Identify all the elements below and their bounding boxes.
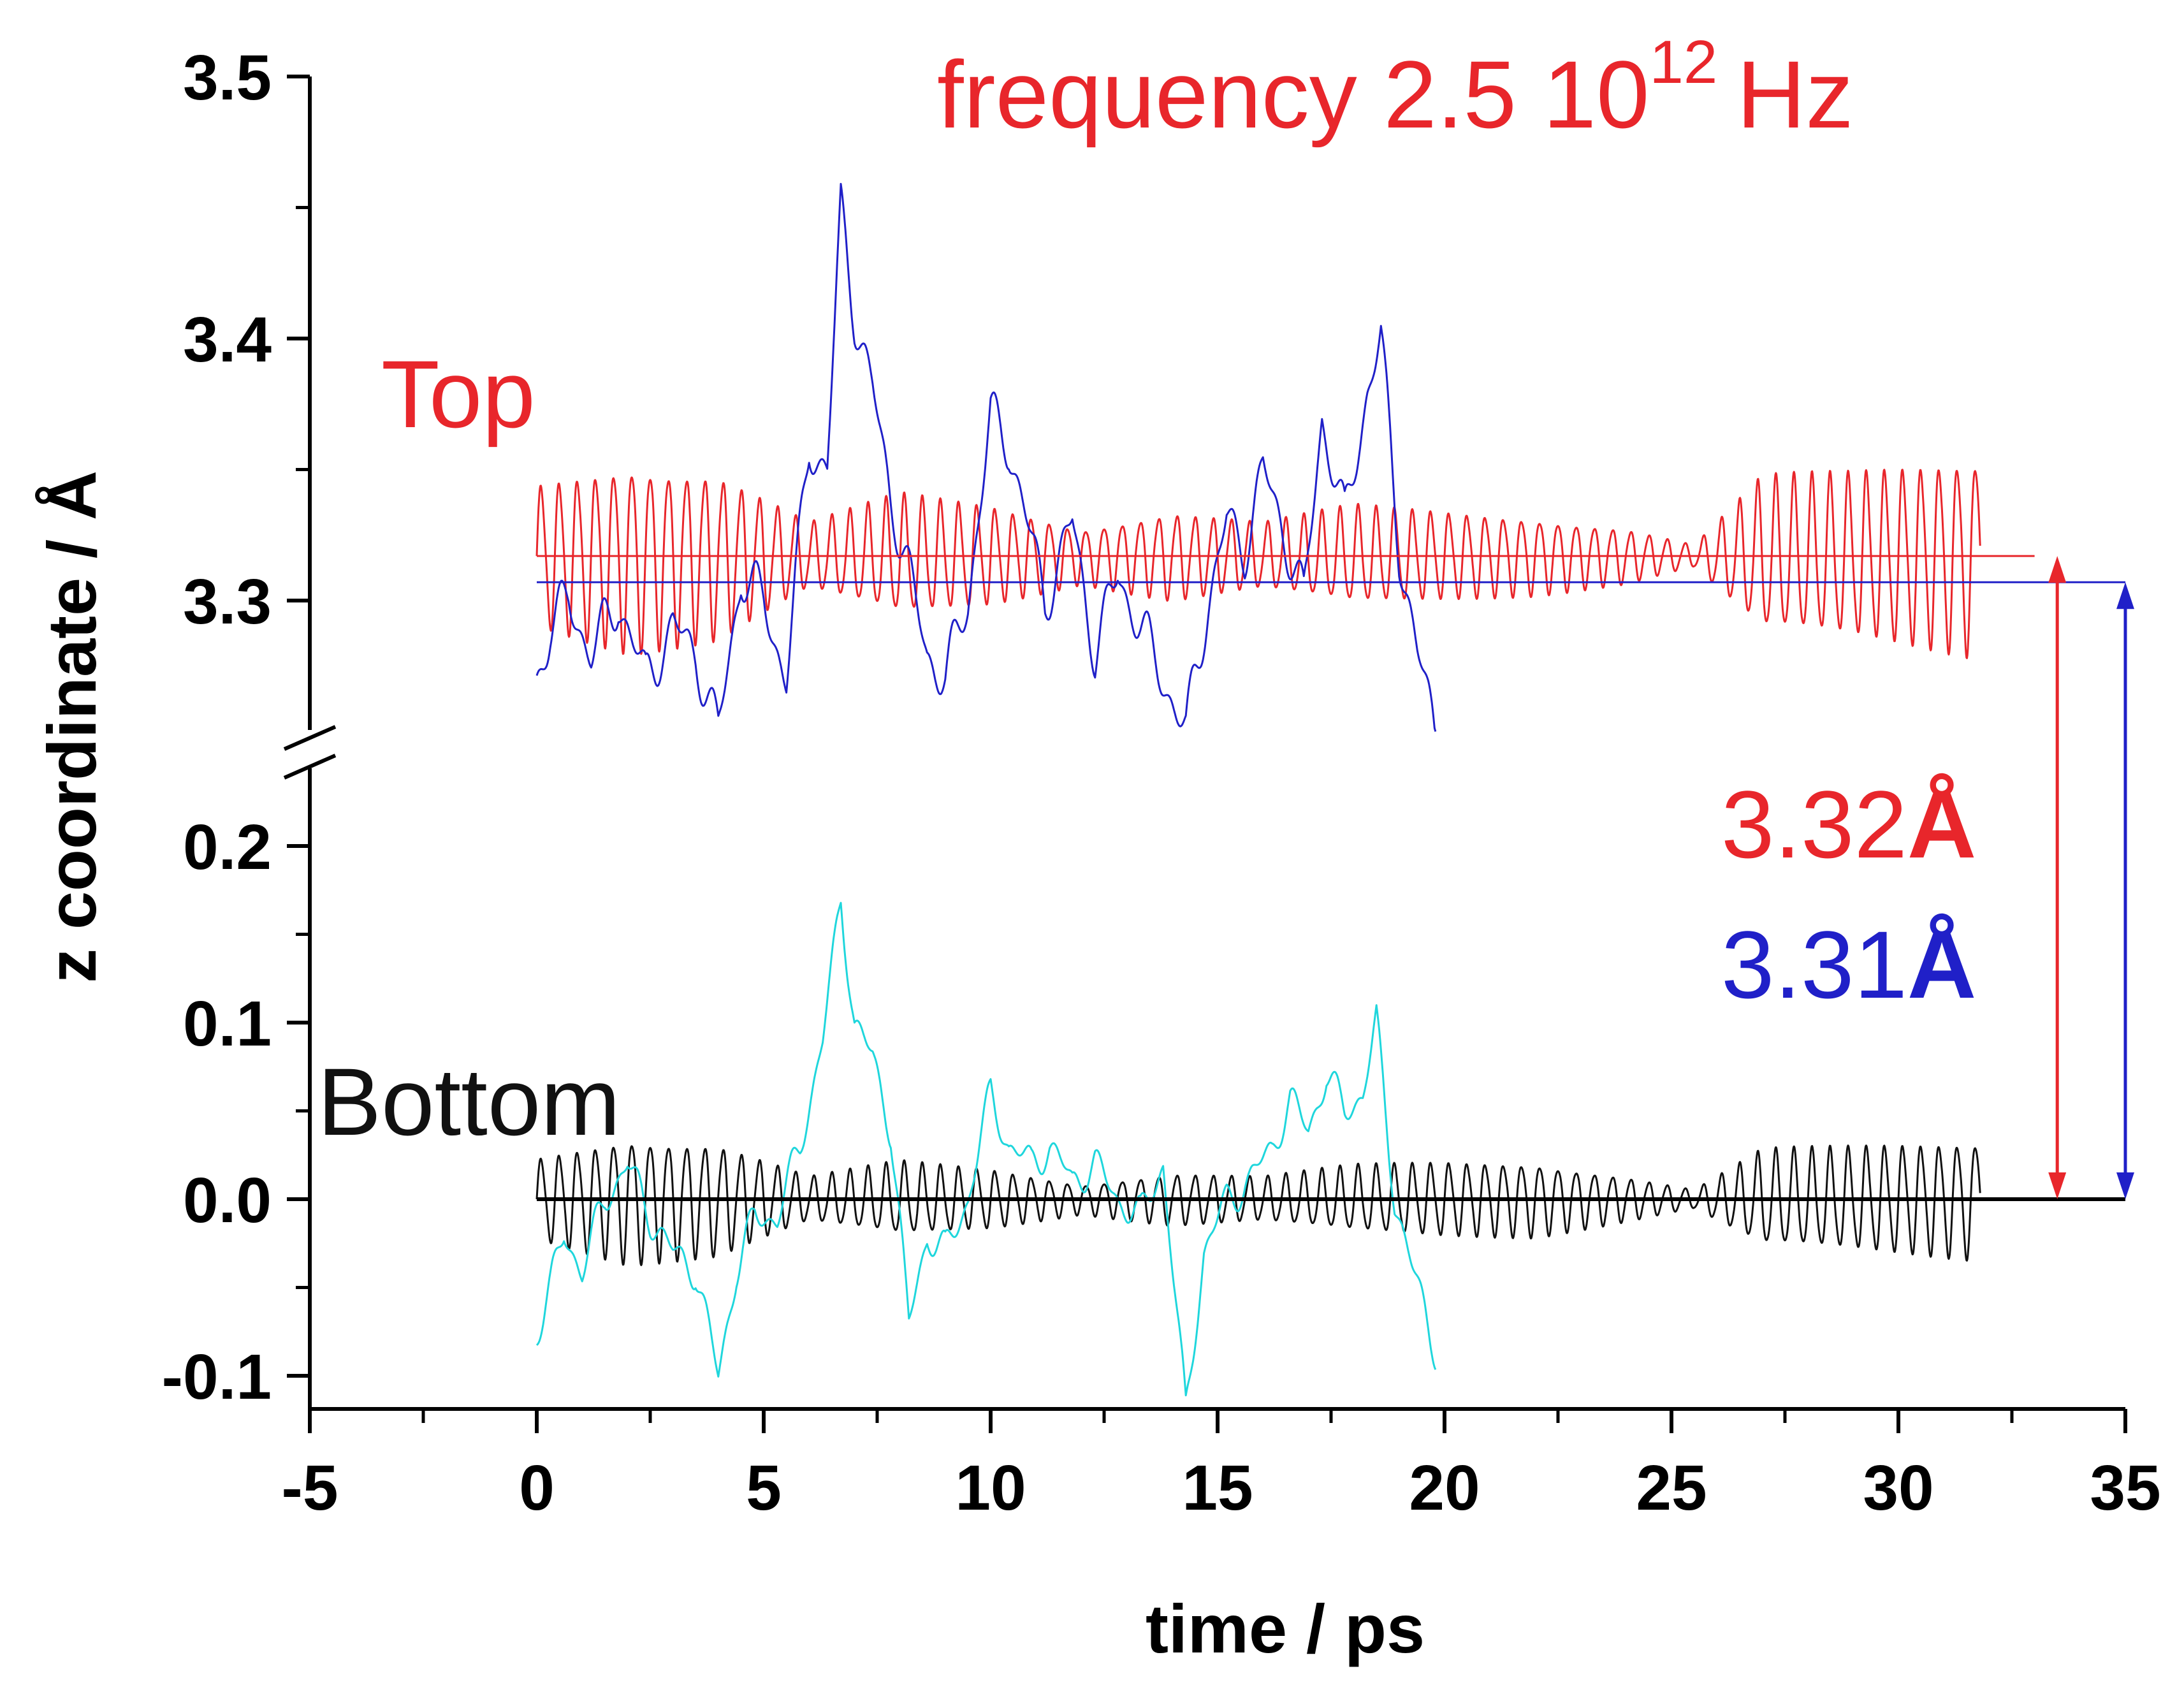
bottom-label: Bottom xyxy=(317,1048,620,1155)
x-tick-label-3: 10 xyxy=(955,1452,1026,1524)
series-line-3 xyxy=(535,901,1437,1397)
blue-distance-arrow-head-top xyxy=(2116,582,2134,609)
y-lower-tick-label-1: 0.0 xyxy=(183,1165,272,1236)
red-distance-value: 3.32 xyxy=(1721,771,1907,878)
x-tick-label-2: 5 xyxy=(746,1452,782,1524)
x-axis-title: time / ps xyxy=(1146,1590,1425,1667)
top-label: Top xyxy=(381,340,535,448)
y-lower-tick-label-0: -0.1 xyxy=(162,1341,272,1413)
red-distance-label: 3.32Å xyxy=(1721,771,1976,878)
chart-title-unit: Hz xyxy=(1736,41,1853,148)
y-upper-tick-label-0: 3.3 xyxy=(183,566,272,638)
x-ticks: -5 0 5 10 15 20 25 30 35 xyxy=(282,1409,2161,1524)
reference-line-layer xyxy=(537,555,2125,1201)
x-tick-label-8: 35 xyxy=(2090,1452,2160,1524)
red-distance-arrow-head-top xyxy=(2048,556,2067,583)
axis-break-slash-2 xyxy=(283,754,337,780)
chart-title: frequency 2.5 1012 Hz xyxy=(937,28,1854,148)
y-ticks: 3.3 3.4 3.5 -0.1 0.0 0.1 0.2 xyxy=(162,42,310,1413)
axes-layer: -5 0 5 10 15 20 25 30 35 3.3 3.4 3.5 -0.1 0.0 0.1 0.2 xyxy=(162,42,2161,1524)
chart-title-exponent: 12 xyxy=(1649,28,1717,96)
x-tick-label-7: 30 xyxy=(1863,1452,1933,1524)
red-distance-arrow-head-bottom xyxy=(2048,1172,2067,1199)
y-axis-break-mark xyxy=(283,725,337,780)
x-tick-label-4: 15 xyxy=(1182,1452,1253,1524)
chart-title-base: frequency 2.5 10 xyxy=(937,41,1649,148)
blue-distance-unit: Å xyxy=(1907,911,1976,1018)
series-line-1 xyxy=(535,182,1437,732)
x-tick-label-5: 20 xyxy=(1409,1452,1480,1524)
red-distance-unit: Å xyxy=(1907,771,1976,878)
series-line-2 xyxy=(535,1144,1981,1266)
arrow-layer xyxy=(2048,556,2134,1199)
blue-distance-value: 3.31 xyxy=(1721,911,1907,1018)
x-tick-label-6: 25 xyxy=(1636,1452,1707,1524)
blue-distance-label: 3.31Å xyxy=(1721,911,1976,1018)
series-line-0 xyxy=(535,469,1981,659)
y-upper-tick-label-2: 3.5 xyxy=(183,42,272,113)
x-tick-label-0: -5 xyxy=(282,1452,339,1524)
y-axis-title: z coordinate / Å xyxy=(33,470,110,983)
y-lower-tick-label-2: 0.1 xyxy=(183,988,272,1060)
y-upper-tick-label-1: 3.4 xyxy=(183,304,272,376)
axis-break-slash-1 xyxy=(283,725,337,751)
y-lower-tick-label-3: 0.2 xyxy=(183,812,272,883)
x-tick-label-1: 0 xyxy=(519,1452,555,1524)
blue-distance-arrow-head-bottom xyxy=(2116,1172,2134,1199)
series-layer xyxy=(535,182,1981,1397)
